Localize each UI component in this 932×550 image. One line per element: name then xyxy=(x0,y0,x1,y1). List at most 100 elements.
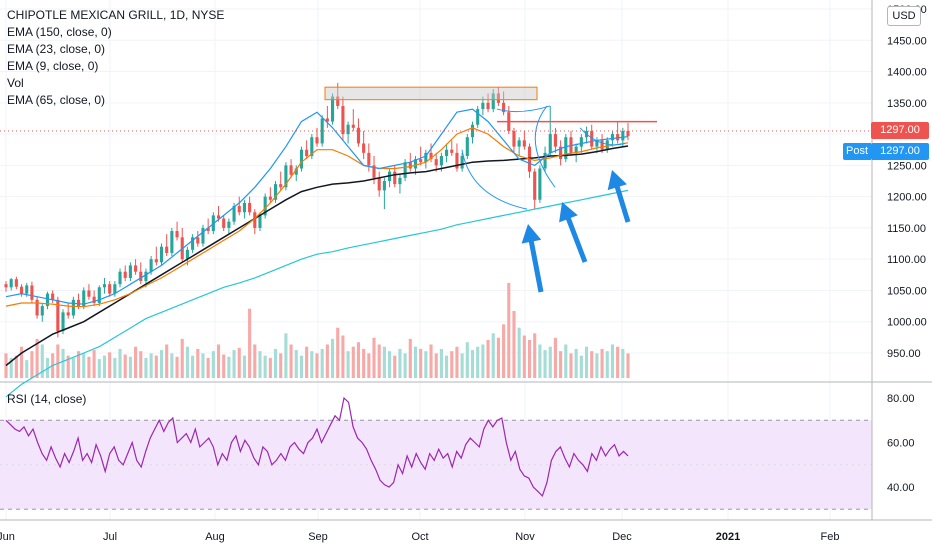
candle-body xyxy=(227,221,231,228)
candle-body xyxy=(294,168,298,175)
volume-bar xyxy=(543,350,547,378)
volume-bar xyxy=(559,351,563,378)
volume-bar xyxy=(77,351,81,378)
candle-body xyxy=(496,93,500,103)
legend-title: CHIPOTLE MEXICAN GRILL, 1D, NYSE xyxy=(7,8,225,22)
volume-bar xyxy=(413,346,418,378)
legend-vol[interactable]: Vol xyxy=(7,76,24,90)
time-tick-label: Sep xyxy=(308,531,328,543)
time-tick-label: Oct xyxy=(411,531,428,543)
currency-badge[interactable]: USD xyxy=(887,6,921,26)
candle-body xyxy=(626,130,630,136)
volume-bar xyxy=(268,357,272,378)
candle-body xyxy=(465,137,469,156)
volume-bar xyxy=(408,338,412,378)
volume-bar xyxy=(491,333,495,378)
volume-bar xyxy=(299,355,304,378)
volume-bar xyxy=(242,355,246,378)
legend-ema-65[interactable]: EMA (65, close, 0) xyxy=(7,93,106,107)
volume-bar xyxy=(579,355,583,378)
channel-arc-right xyxy=(579,127,626,146)
candle-body xyxy=(393,171,397,185)
volume-bar xyxy=(367,353,371,378)
candle-body xyxy=(481,102,485,110)
volume-bar xyxy=(569,353,573,378)
candle-body xyxy=(330,96,335,122)
candle-body xyxy=(424,152,428,163)
candle-body xyxy=(87,290,91,297)
volume-bar xyxy=(154,355,158,378)
volume-bar xyxy=(372,337,376,378)
candle-body xyxy=(408,162,412,169)
candle-body xyxy=(170,231,174,253)
volume-bar xyxy=(507,283,511,378)
volume-bar xyxy=(211,351,215,378)
price-tick-label: 1200.00 xyxy=(887,192,927,204)
volume-bar xyxy=(553,337,557,378)
volume-bar xyxy=(330,338,335,378)
candle-body xyxy=(590,130,594,147)
volume-bar xyxy=(351,346,355,378)
volume-bar xyxy=(159,350,164,378)
time-tick-label: Nov xyxy=(515,531,535,543)
volume-bar xyxy=(227,356,231,378)
candle-body xyxy=(268,196,272,200)
candle-body xyxy=(305,149,309,156)
volume-bar xyxy=(522,335,526,378)
candle-body xyxy=(486,102,490,110)
candle-body xyxy=(35,299,39,316)
candle-body xyxy=(522,140,526,147)
candle-body xyxy=(398,177,402,185)
candle-body xyxy=(206,227,210,232)
volume-bar xyxy=(616,346,620,378)
candle-body xyxy=(25,285,29,294)
volume-bar xyxy=(574,348,578,378)
legend-ema-23[interactable]: EMA (23, close, 0) xyxy=(7,42,106,56)
price-tick-label: 1000.00 xyxy=(887,317,927,329)
candle-body xyxy=(242,202,246,213)
candle-body xyxy=(30,285,34,300)
highlight-zone xyxy=(324,86,538,101)
candle-body xyxy=(548,134,552,153)
candle-body xyxy=(9,279,13,288)
price-tick-label: 1350.00 xyxy=(887,98,927,110)
candle-body xyxy=(543,152,547,169)
time-tick-label: Feb xyxy=(821,531,840,543)
candle-body xyxy=(476,109,480,125)
legend-ema-150[interactable]: EMA (150, close, 0) xyxy=(7,25,112,39)
candle-body xyxy=(232,206,236,222)
volume-bar xyxy=(310,351,314,378)
volume-bar xyxy=(222,354,226,378)
candle-body xyxy=(40,306,44,316)
legend-ema-9[interactable]: EMA (9, close, 0) xyxy=(7,59,99,73)
candle-body xyxy=(538,168,542,200)
candle-body xyxy=(382,181,386,191)
volume-bar xyxy=(123,354,127,378)
candle-body xyxy=(216,215,221,219)
volume-bar xyxy=(139,351,143,378)
volume-bar xyxy=(595,353,599,378)
volume-bar xyxy=(315,353,319,378)
volume-bar xyxy=(201,353,205,378)
candle-body xyxy=(299,149,304,169)
price-tick-label: 1150.00 xyxy=(887,223,926,235)
candle-body xyxy=(512,130,516,147)
volume-bar xyxy=(362,348,366,378)
candle-body xyxy=(434,159,438,166)
volume-bar xyxy=(92,350,96,378)
post-tag: Post xyxy=(843,143,871,160)
price-tick-label: 1050.00 xyxy=(887,285,927,297)
last-price-tag: 1297.00 xyxy=(871,122,929,139)
rsi-tick-label: 60.00 xyxy=(887,438,915,450)
volume-bar xyxy=(460,353,464,378)
volume-bar xyxy=(66,355,70,378)
candle-body xyxy=(258,215,262,228)
candle-body xyxy=(595,140,599,147)
volume-bar xyxy=(87,356,91,378)
rsi-legend[interactable]: RSI (14, close) xyxy=(7,392,87,406)
candle-body xyxy=(113,284,117,294)
volume-bar xyxy=(206,357,210,378)
volume-bar xyxy=(388,351,392,378)
volume-bar xyxy=(237,347,241,378)
